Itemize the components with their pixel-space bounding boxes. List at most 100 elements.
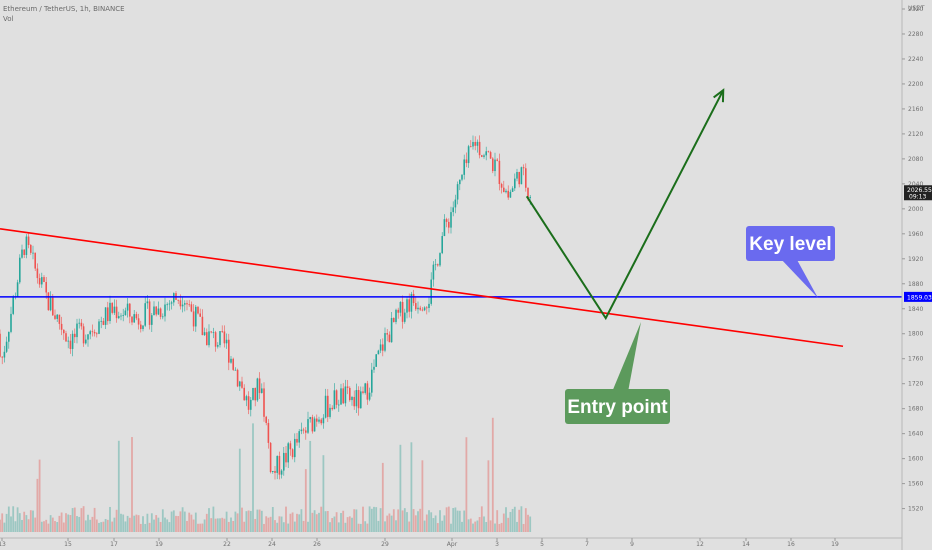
candle: [19, 254, 21, 285]
candle: [269, 442, 272, 474]
candle: [327, 389, 329, 423]
volume-bar: [109, 506, 111, 532]
candle: [476, 139, 479, 153]
candle: [56, 314, 58, 322]
volume-bar: [32, 510, 34, 532]
volume-bar: [150, 513, 153, 532]
volume-bar: [434, 515, 437, 532]
volume-bar: [377, 520, 380, 532]
candle: [177, 299, 179, 305]
volume-indicator-label[interactable]: Vol: [3, 15, 14, 23]
volume-bar: [104, 518, 107, 532]
volume-bar: [249, 510, 252, 532]
candle: [133, 310, 135, 323]
volume-bar: [412, 509, 415, 532]
candle: [184, 300, 186, 312]
time-axis-label: 17: [110, 541, 118, 548]
candle: [168, 300, 171, 311]
candle: [509, 189, 512, 199]
volume-bar: [245, 511, 248, 532]
candle: [58, 314, 61, 330]
volume-bar: [469, 518, 472, 532]
candle: [192, 304, 195, 332]
candle: [120, 313, 122, 321]
candle: [388, 331, 391, 343]
candle: [206, 328, 208, 346]
volume-bar: [3, 522, 6, 532]
candle: [144, 296, 146, 327]
candle: [481, 154, 483, 158]
volume-bar: [256, 509, 259, 532]
volume-bar: [214, 518, 217, 532]
candle: [313, 416, 316, 432]
volume-bar: [401, 510, 404, 532]
candle: [221, 325, 223, 334]
volume-bar: [410, 442, 413, 532]
price-axis-label: 2160: [908, 106, 923, 113]
time-axis-label: 7: [585, 541, 589, 548]
candle: [410, 291, 413, 319]
candle: [148, 299, 151, 330]
bar-countdown-label: 09:13: [909, 193, 926, 200]
candle: [487, 150, 490, 153]
volume-bar: [172, 510, 175, 532]
candle: [162, 313, 164, 320]
candle: [353, 390, 355, 410]
volume-bar: [183, 511, 186, 532]
price-axis-label: 1880: [908, 281, 923, 288]
volume-bar: [89, 519, 92, 532]
candle: [366, 380, 369, 405]
candle: [124, 307, 127, 316]
volume-bar: [461, 521, 463, 532]
candles: [0, 135, 531, 480]
candle: [419, 305, 421, 311]
volume-bar: [397, 509, 400, 532]
volume-bar: [335, 512, 338, 532]
volume-bar: [93, 507, 96, 532]
volume-bar: [84, 520, 87, 532]
volume-bar: [38, 459, 41, 532]
candle: [489, 150, 492, 159]
candle: [511, 186, 514, 193]
volume-bar: [100, 522, 103, 532]
candle: [175, 291, 177, 300]
candle: [421, 307, 424, 312]
volume-bar: [505, 507, 507, 532]
candle: [300, 422, 303, 435]
time-axis-label: 3: [495, 541, 499, 548]
volume-bar: [282, 522, 285, 532]
candle: [32, 245, 34, 260]
chart-symbol-title: Ethereum / TetherUS, 1h, BINANCE: [3, 5, 125, 13]
volume-bar: [216, 518, 219, 532]
volume-bar: [414, 515, 417, 532]
volume-bar: [34, 517, 37, 532]
candle: [518, 171, 520, 188]
volume-bar: [370, 508, 373, 532]
candle: [23, 249, 25, 259]
volume-bar: [485, 521, 488, 532]
price-axis-label: 2280: [908, 31, 923, 38]
candle: [256, 377, 259, 402]
volume-bar: [199, 523, 202, 532]
volume-bar: [5, 513, 8, 532]
volume-bar: [304, 469, 307, 532]
volume-bar: [458, 510, 461, 532]
volume-bar: [87, 514, 89, 532]
candle: [307, 411, 309, 435]
price-axis-label: 1520: [908, 506, 923, 513]
volume-bar: [166, 519, 169, 532]
volume-bar: [313, 510, 316, 532]
candle: [14, 292, 17, 300]
volume-bar: [60, 512, 63, 532]
candle: [371, 362, 373, 397]
volume-bar: [219, 518, 221, 532]
candle: [217, 342, 219, 349]
volume-bar: [164, 517, 166, 532]
candle: [373, 359, 375, 373]
candle: [212, 327, 215, 339]
candle: [302, 427, 305, 434]
candle: [368, 387, 371, 402]
volume-bar: [252, 423, 254, 532]
